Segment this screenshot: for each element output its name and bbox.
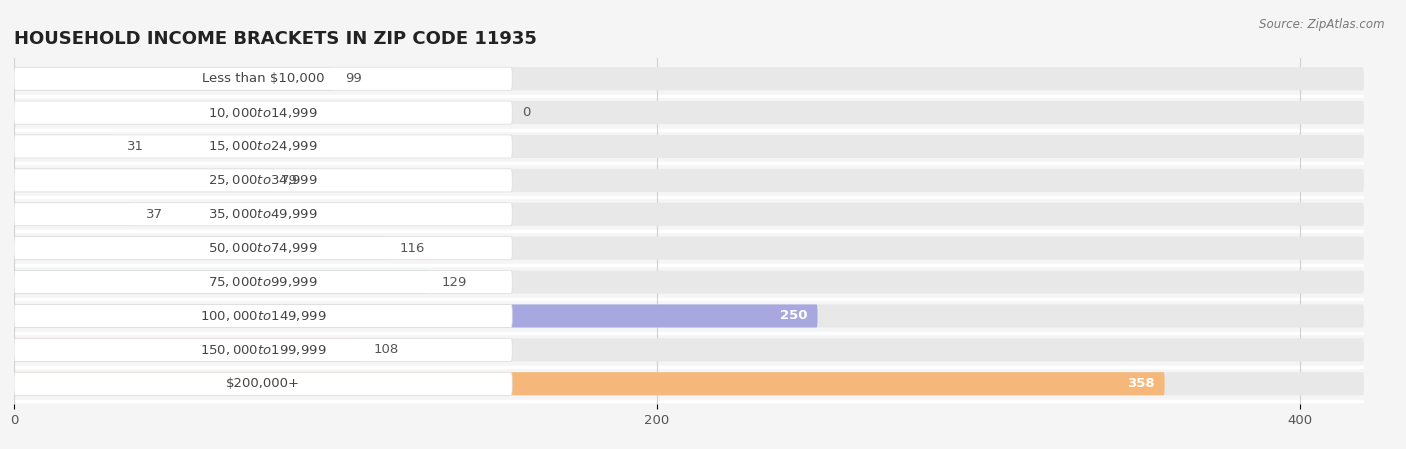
FancyBboxPatch shape [14, 372, 1364, 395]
Text: Source: ZipAtlas.com: Source: ZipAtlas.com [1260, 18, 1385, 31]
Text: 108: 108 [374, 343, 399, 357]
FancyBboxPatch shape [14, 101, 1364, 124]
Text: Less than $10,000: Less than $10,000 [202, 72, 325, 85]
Text: $75,000 to $99,999: $75,000 to $99,999 [208, 275, 318, 289]
FancyBboxPatch shape [14, 169, 1364, 192]
FancyBboxPatch shape [14, 203, 512, 226]
FancyBboxPatch shape [14, 237, 387, 260]
FancyBboxPatch shape [14, 271, 1364, 294]
FancyBboxPatch shape [14, 135, 1364, 158]
Text: $35,000 to $49,999: $35,000 to $49,999 [208, 207, 318, 221]
FancyBboxPatch shape [14, 135, 114, 158]
Text: $25,000 to $34,999: $25,000 to $34,999 [208, 173, 318, 187]
FancyBboxPatch shape [14, 67, 512, 90]
FancyBboxPatch shape [14, 135, 512, 158]
Text: 79: 79 [281, 174, 298, 187]
FancyBboxPatch shape [14, 372, 1164, 395]
Text: 31: 31 [127, 140, 143, 153]
FancyBboxPatch shape [14, 304, 512, 327]
FancyBboxPatch shape [14, 339, 1364, 361]
FancyBboxPatch shape [14, 67, 332, 90]
FancyBboxPatch shape [14, 372, 512, 395]
FancyBboxPatch shape [14, 169, 269, 192]
FancyBboxPatch shape [14, 271, 512, 294]
FancyBboxPatch shape [14, 304, 1364, 327]
Text: $10,000 to $14,999: $10,000 to $14,999 [208, 106, 318, 119]
FancyBboxPatch shape [14, 67, 1364, 90]
Text: $15,000 to $24,999: $15,000 to $24,999 [208, 140, 318, 154]
FancyBboxPatch shape [14, 271, 429, 294]
Text: $50,000 to $74,999: $50,000 to $74,999 [208, 241, 318, 255]
Text: 37: 37 [146, 208, 163, 221]
Text: 0: 0 [522, 106, 530, 119]
Text: HOUSEHOLD INCOME BRACKETS IN ZIP CODE 11935: HOUSEHOLD INCOME BRACKETS IN ZIP CODE 11… [14, 31, 537, 48]
FancyBboxPatch shape [14, 304, 817, 327]
Text: 129: 129 [441, 276, 467, 289]
Text: $150,000 to $199,999: $150,000 to $199,999 [200, 343, 326, 357]
FancyBboxPatch shape [14, 237, 1364, 260]
FancyBboxPatch shape [14, 339, 361, 361]
FancyBboxPatch shape [14, 339, 512, 361]
FancyBboxPatch shape [14, 203, 134, 226]
Text: 358: 358 [1128, 377, 1154, 390]
FancyBboxPatch shape [14, 101, 512, 124]
Text: 116: 116 [399, 242, 425, 255]
FancyBboxPatch shape [14, 203, 1364, 226]
Text: 250: 250 [780, 309, 808, 322]
FancyBboxPatch shape [14, 237, 512, 260]
Text: $100,000 to $149,999: $100,000 to $149,999 [200, 309, 326, 323]
FancyBboxPatch shape [14, 169, 512, 192]
Text: 99: 99 [344, 72, 361, 85]
Text: $200,000+: $200,000+ [226, 377, 299, 390]
